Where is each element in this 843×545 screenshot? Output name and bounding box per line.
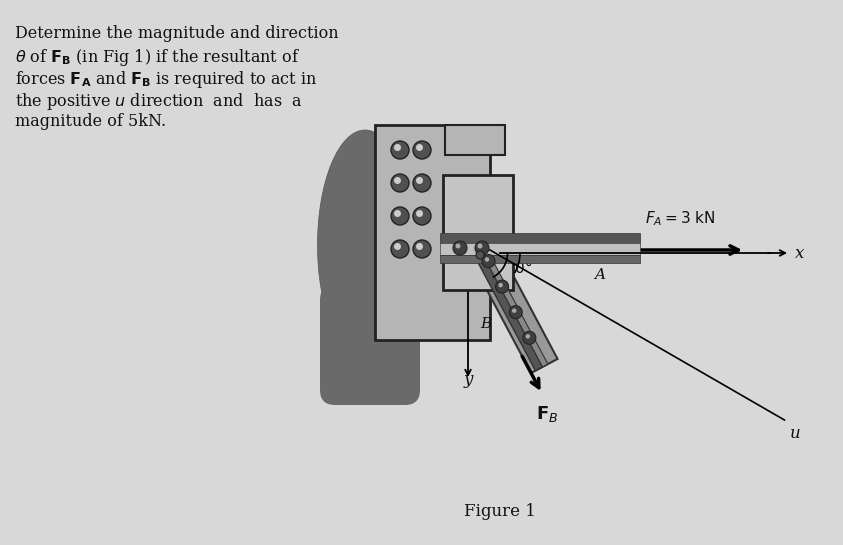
Circle shape <box>413 240 431 258</box>
Circle shape <box>512 308 517 313</box>
FancyBboxPatch shape <box>445 125 505 155</box>
Circle shape <box>394 177 401 184</box>
Text: magnitude of 5kN.: magnitude of 5kN. <box>15 113 166 130</box>
Text: Determine the magnitude and direction: Determine the magnitude and direction <box>15 25 339 42</box>
Text: Figure 1: Figure 1 <box>464 503 536 520</box>
FancyBboxPatch shape <box>440 243 640 255</box>
Circle shape <box>455 244 460 249</box>
Circle shape <box>509 306 522 319</box>
Circle shape <box>394 210 401 217</box>
Circle shape <box>498 283 502 287</box>
Circle shape <box>485 257 489 262</box>
FancyBboxPatch shape <box>440 255 640 263</box>
Circle shape <box>482 255 495 268</box>
Text: B: B <box>481 317 491 331</box>
Text: x: x <box>795 245 804 262</box>
Circle shape <box>496 280 508 293</box>
Polygon shape <box>463 231 557 373</box>
Circle shape <box>476 251 484 259</box>
Circle shape <box>416 144 423 151</box>
Text: $F_A = 3\ \mathrm{kN}$: $F_A = 3\ \mathrm{kN}$ <box>645 209 716 228</box>
Polygon shape <box>475 236 548 367</box>
FancyBboxPatch shape <box>320 285 420 405</box>
Circle shape <box>394 243 401 250</box>
FancyBboxPatch shape <box>443 175 513 290</box>
Text: the positive $\mathit{u}$ direction  and  has  a: the positive $\mathit{u}$ direction and … <box>15 91 303 112</box>
Circle shape <box>394 144 401 151</box>
Text: $\theta$: $\theta$ <box>456 252 468 268</box>
Circle shape <box>391 174 409 192</box>
Circle shape <box>416 177 423 184</box>
Text: $\mathbf{F}_B$: $\mathbf{F}_B$ <box>536 403 558 423</box>
Circle shape <box>413 141 431 159</box>
Circle shape <box>413 207 431 225</box>
Circle shape <box>391 141 409 159</box>
Circle shape <box>391 240 409 258</box>
Text: $\theta$ of $\mathbf{F}_\mathbf{B}$ (in Fig 1) if the resultant of: $\theta$ of $\mathbf{F}_\mathbf{B}$ (in … <box>15 47 300 68</box>
Circle shape <box>477 244 482 249</box>
Circle shape <box>453 241 467 255</box>
Circle shape <box>523 331 536 344</box>
Circle shape <box>416 243 423 250</box>
Text: A: A <box>594 268 605 282</box>
Text: forces $\mathbf{F}_\mathbf{A}$ and $\mathbf{F}_\mathbf{B}$ is required to act in: forces $\mathbf{F}_\mathbf{A}$ and $\mat… <box>15 69 317 90</box>
Text: $30°$: $30°$ <box>505 259 533 276</box>
FancyBboxPatch shape <box>440 233 640 243</box>
Text: y: y <box>464 371 473 388</box>
FancyBboxPatch shape <box>375 125 490 340</box>
Circle shape <box>526 334 530 338</box>
Circle shape <box>413 174 431 192</box>
Text: u: u <box>789 425 800 442</box>
Circle shape <box>391 207 409 225</box>
Circle shape <box>475 241 489 255</box>
Polygon shape <box>467 239 543 371</box>
Ellipse shape <box>318 130 412 360</box>
Circle shape <box>416 210 423 217</box>
